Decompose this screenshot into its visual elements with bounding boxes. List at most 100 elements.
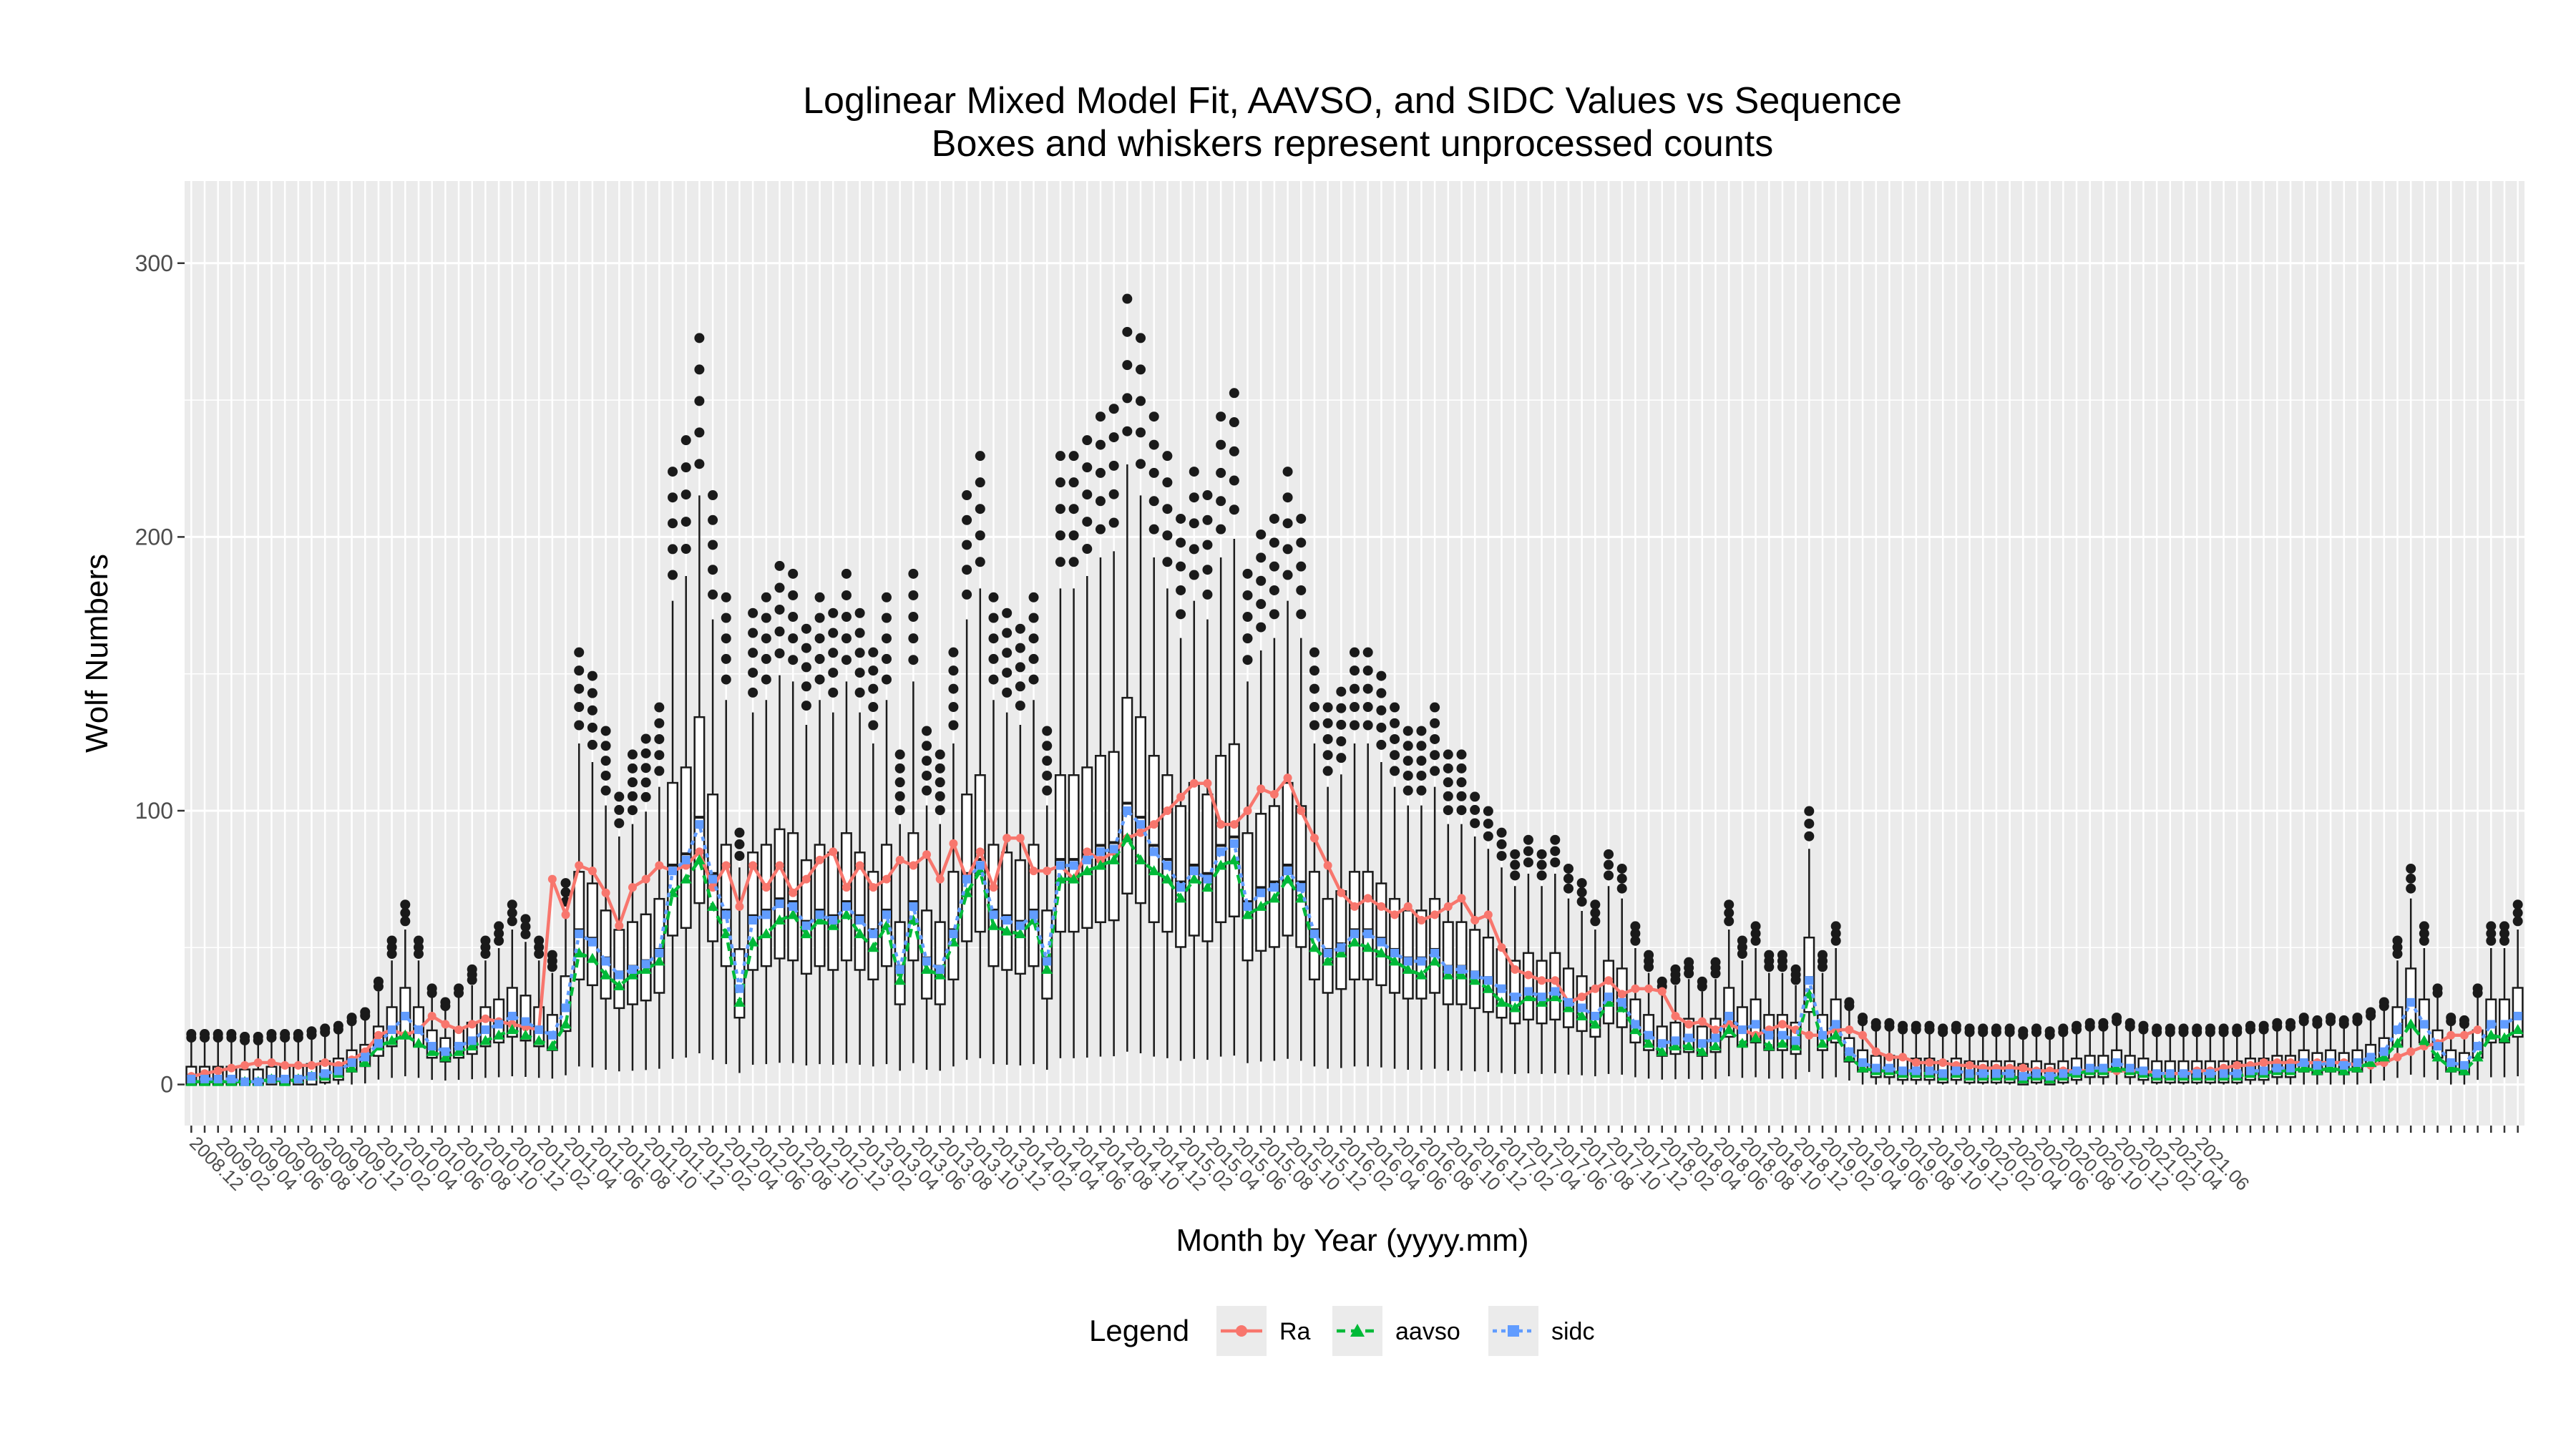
box-outlier [320, 1023, 331, 1034]
box-outlier [1042, 756, 1053, 766]
box-outlier [1536, 859, 1547, 870]
box-outlier [1242, 568, 1253, 579]
series-point-ra [240, 1060, 250, 1070]
box-outlier [1148, 524, 1159, 535]
series-point-aavso [840, 909, 852, 919]
box-outlier [1256, 529, 1267, 540]
series-point-sidc [2459, 1060, 2469, 1070]
box-outlier [2486, 928, 2497, 939]
box-outlier [1350, 665, 1360, 676]
series-point-aavso [1750, 1032, 1762, 1043]
series-point-sidc [1055, 861, 1065, 870]
box-outlier [908, 633, 919, 644]
box-outlier [1390, 733, 1400, 744]
box-outlier [2044, 1026, 2055, 1037]
series-point-ra [1697, 1017, 1707, 1026]
box-outlier [975, 557, 985, 567]
series-point-ra [1203, 779, 1212, 788]
series-point-aavso [747, 936, 759, 947]
box-outlier [1216, 467, 1226, 478]
series-point-sidc [975, 861, 985, 870]
box-outlier [1296, 561, 1307, 572]
series-point-sidc [1229, 839, 1239, 848]
series-point-sidc [1309, 930, 1319, 939]
box-outlier [1176, 561, 1186, 572]
box-iqr [2405, 967, 2417, 1028]
box-outlier [346, 1013, 357, 1023]
series-point-sidc [200, 1074, 210, 1083]
series-point-aavso [1522, 991, 1534, 1002]
box-outlier [748, 628, 758, 638]
series-point-sidc [1577, 1003, 1586, 1013]
series-point-sidc [521, 1017, 530, 1026]
series-point-sidc [2059, 1069, 2068, 1078]
box-outlier [922, 770, 932, 781]
box-iqr [867, 871, 879, 981]
series-point-sidc [2045, 1072, 2054, 1081]
box-outlier [841, 655, 852, 665]
series-point-ra [454, 1025, 464, 1035]
series-point-sidc [467, 1036, 477, 1045]
box-iqr [680, 766, 692, 930]
box-outlier [948, 665, 959, 676]
series-point-sidc [1323, 948, 1332, 957]
series-point-ra [1257, 784, 1266, 794]
series-point-aavso [1335, 947, 1347, 957]
series-point-sidc [575, 930, 584, 939]
box-outlier [894, 777, 905, 788]
series-point-sidc [213, 1074, 223, 1083]
box-outlier [1136, 459, 1146, 469]
series-point-sidc [1818, 1030, 1827, 1040]
box-outlier [1068, 557, 1079, 567]
box-iqr [600, 909, 612, 1000]
series-point-sidc [2286, 1063, 2295, 1073]
box-outlier [1108, 432, 1119, 443]
box-outlier [1777, 950, 1787, 960]
box-outlier [2379, 997, 2389, 1008]
box-outlier [908, 612, 919, 623]
series-point-aavso [1656, 1045, 1668, 1056]
series-point-aavso [1322, 955, 1334, 966]
box-outlier [2272, 1018, 2283, 1028]
series-point-ra [1083, 847, 1092, 857]
box-outlier [2031, 1023, 2041, 1034]
box-iqr [1201, 794, 1214, 942]
box-outlier [761, 592, 771, 602]
box-outlier [1148, 496, 1159, 507]
series-point-sidc [1791, 1036, 1800, 1045]
series-point-aavso [1442, 969, 1454, 980]
series-point-sidc [1390, 948, 1400, 957]
box-outlier [1496, 851, 1507, 862]
series-point-sidc [240, 1077, 250, 1086]
box-outlier [882, 613, 892, 623]
box-outlier [841, 590, 852, 600]
series-point-ra [1363, 894, 1372, 903]
box-outlier [2499, 921, 2509, 932]
box-outlier [587, 705, 597, 716]
box-outlier [1148, 467, 1159, 478]
box-outlier [788, 612, 799, 623]
series-point-aavso [600, 969, 612, 980]
box-outlier [1176, 537, 1186, 548]
box-outlier [186, 1029, 197, 1040]
y-tick-label: 100 [135, 798, 173, 824]
box-outlier [2486, 935, 2497, 946]
series-point-ra [253, 1058, 263, 1067]
box-outlier [708, 565, 718, 575]
box-outlier [1296, 537, 1307, 548]
box-outlier [2285, 1018, 2296, 1028]
box-outlier [2419, 928, 2429, 939]
series-point-aavso [2458, 1065, 2470, 1075]
box-outlier [1350, 720, 1360, 731]
series-point-sidc [2219, 1069, 2228, 1078]
series-point-aavso [1349, 936, 1360, 947]
series-point-aavso [1201, 882, 1214, 892]
box-outlier [988, 592, 999, 602]
box-outlier [1443, 763, 1453, 774]
box-outlier [1229, 417, 1239, 428]
series-point-ra [1858, 1030, 1868, 1040]
box-outlier [520, 921, 531, 932]
box-iqr [1536, 960, 1548, 1025]
box-outlier [868, 665, 879, 676]
box-outlier [1002, 668, 1013, 678]
